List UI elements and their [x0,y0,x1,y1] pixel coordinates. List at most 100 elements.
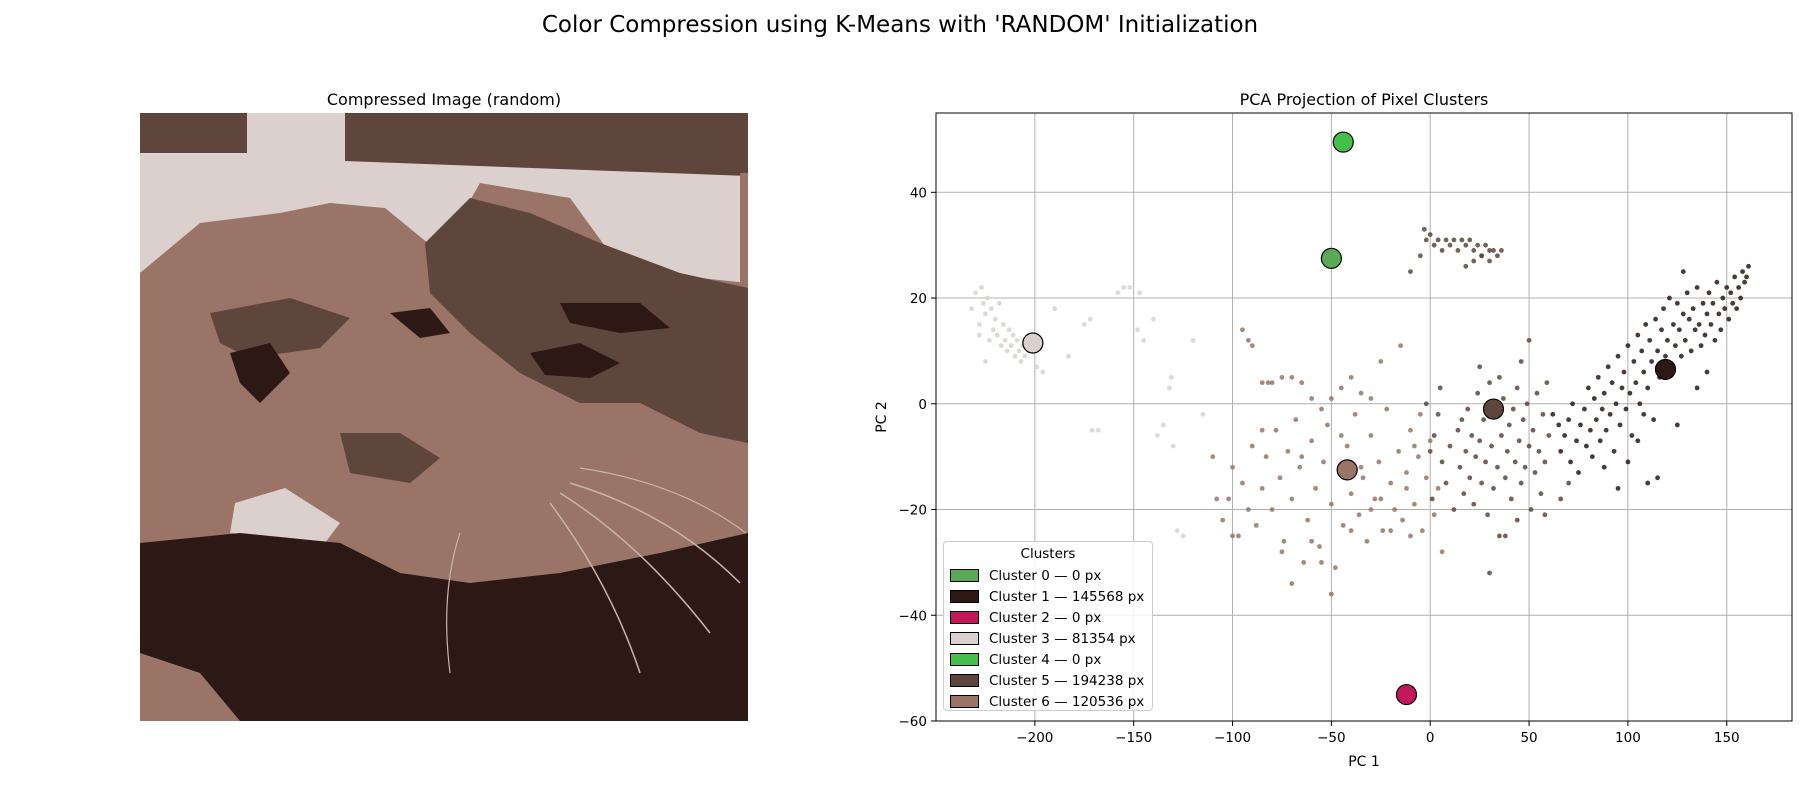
cluster-5-point [1489,443,1494,449]
cluster-3-point [1127,285,1133,290]
cluster-5-point [1491,248,1496,253]
centroids [1022,131,1677,706]
cluster-5-point [1471,258,1477,264]
x-tick-label: −100 [1214,730,1251,746]
cluster-3-point [1166,385,1172,391]
cluster-5-point [1465,406,1471,412]
cluster-6-point [1396,448,1401,454]
cluster-5-point [1477,438,1483,444]
cluster-5-point [1439,248,1445,253]
cluster-1-point [1601,464,1607,470]
cluster-5-point [1435,411,1441,417]
cluster-1-point [1698,343,1704,349]
cluster-5-point [1477,364,1483,370]
cluster-6-point [1364,538,1370,544]
cluster-1-point [1692,327,1698,333]
cluster-6-point [1328,396,1334,401]
cluster-3-point [1040,369,1046,375]
cluster-3-point [1089,427,1095,433]
cluster-5-point [1546,433,1552,438]
cluster-1-point [1746,263,1751,269]
cluster-5-point [1467,475,1473,481]
cluster-1-point [1744,274,1749,280]
cluster-6-point [1356,512,1362,518]
cluster-1-point [1686,316,1692,322]
x-tick-label: −200 [1016,730,1053,746]
cluster-6-point [1344,443,1350,449]
cluster-1-point [1724,285,1730,290]
cluster-5-centroid [1482,398,1505,420]
cluster-5-point [1544,380,1550,386]
cluster-5-point [1461,491,1467,497]
cluster-5-point [1439,459,1445,465]
cluster-3-point [1095,427,1101,433]
cluster-5-point [1457,464,1463,470]
cluster-5-point [1514,517,1520,523]
cluster-6-point [1214,496,1220,502]
x-tick-label: 100 [1615,730,1641,746]
cluster-1-point [1696,322,1702,327]
cluster-1-point [1661,306,1666,312]
cluster-6-point [1400,517,1405,523]
cluster-2-centroid [1395,683,1418,706]
cluster-5-point [1475,242,1481,248]
x-tick-label: −50 [1317,730,1346,746]
cluster-5-point [1443,237,1449,243]
cluster-1-point [1595,374,1601,380]
cluster-1-point [1680,269,1686,275]
image-bottom-left [140,653,240,721]
cluster-5-point [1437,385,1443,391]
cluster-5-point [1467,237,1473,243]
legend: Clusters Cluster 0 — 0 px Cluster 1 — 145… [943,541,1153,711]
cluster-6-point [1240,327,1245,333]
y-tick-label: 40 [910,185,927,201]
cluster-1-point [1647,337,1653,343]
cluster-6-point [1404,470,1409,475]
cluster-6-point [1230,464,1235,470]
cluster-5-point [1473,454,1479,460]
cluster-6-point [1417,411,1423,417]
cluster-5-point [1443,480,1449,486]
legend-swatch [950,569,979,582]
cluster-3-point [984,295,990,301]
y-tick-label: −60 [899,714,928,730]
cluster-6-point [1338,385,1344,391]
cluster-6-point [1309,438,1315,444]
cluster-6-point [1305,517,1311,523]
cluster-1-point [1631,359,1637,364]
cluster-5-point [1512,459,1518,465]
cluster-1-point [1736,285,1742,290]
cluster-1-point [1629,433,1635,438]
cluster-1-point [1704,311,1710,317]
cluster-6-point [1368,396,1374,401]
cluster-5-point [1447,443,1453,449]
cluster-5-point [1431,433,1437,438]
image-whisker-1 [559,492,711,634]
cluster-5-point [1451,507,1457,512]
cluster-5-point [1497,533,1502,539]
cluster-6-point [1299,380,1305,386]
cluster-5-point [1455,427,1461,433]
cluster-6-point [1340,522,1346,528]
cluster-6-point [1348,491,1354,497]
cluster-1-point [1635,332,1641,338]
cluster-6-point [1301,559,1307,565]
cluster-3-point [1008,343,1014,349]
cluster-5-point [1526,337,1532,343]
cluster-1-point [1655,475,1660,481]
cluster-6-point [1376,459,1382,465]
cluster-3-point [1066,353,1071,359]
cluster-5-point [1498,248,1504,253]
cluster-6-point [1293,417,1299,423]
cluster-1-point [1556,422,1562,428]
cluster-5-point [1491,485,1496,491]
cluster-3-point [992,316,998,322]
cluster-1-point [1659,327,1664,333]
legend-swatch [950,653,979,666]
cluster-1-point [1605,364,1611,370]
x-tick-label: −150 [1115,730,1152,746]
cluster-6-point [1368,433,1374,438]
image-light-gap [230,488,340,543]
cluster-3-point [1000,322,1006,327]
cluster-1-point [1718,327,1724,333]
